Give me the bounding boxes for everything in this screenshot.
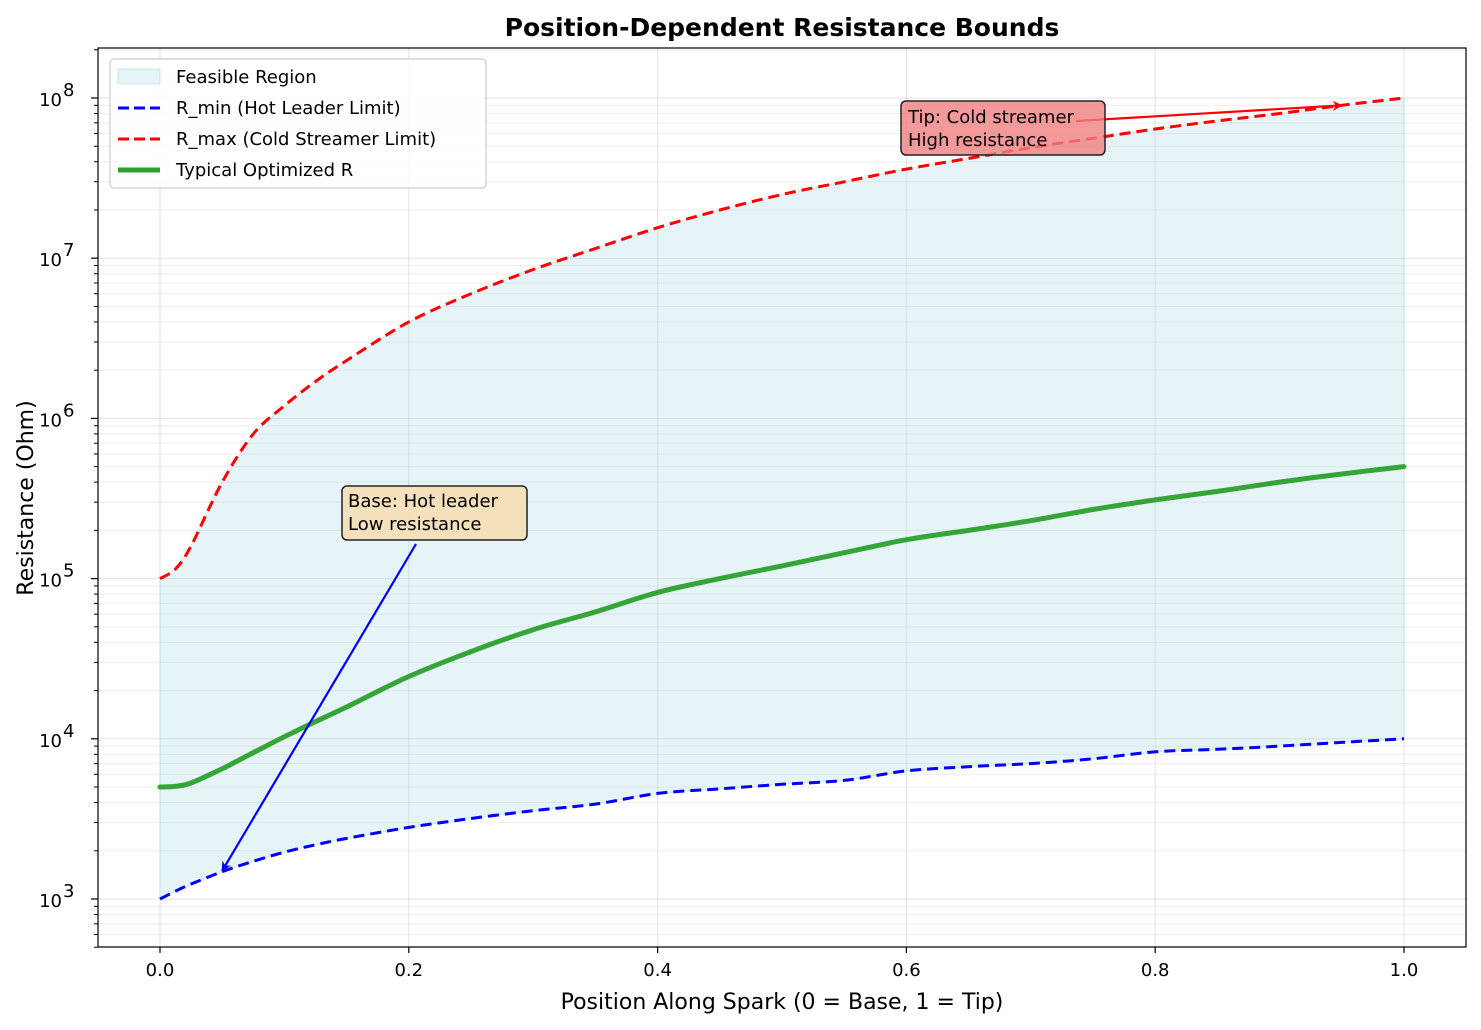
y-tick-exponent: 8 [63, 80, 74, 101]
y-tick-label: 10 [39, 571, 62, 592]
base-annotation-line-2: Low resistance [348, 514, 481, 535]
chart-title: Position-Dependent Resistance Bounds [505, 13, 1060, 42]
legend-swatch-feasible-region [117, 68, 161, 85]
legend-label-r-min: R_min (Hot Leader Limit) [176, 98, 401, 119]
y-tick-exponent: 4 [63, 721, 74, 742]
annotation-base: Base: Hot leader Low resistance [221, 485, 528, 872]
legend-label-r-max: R_max (Cold Streamer Limit) [176, 129, 436, 150]
y-tick-exponent: 6 [63, 400, 74, 421]
y-tick-label: 10 [39, 410, 62, 431]
y-tick-label: 10 [39, 250, 62, 271]
plot-frame [97, 47, 1467, 948]
tip-annotation-arrow [1075, 100, 1343, 123]
y-tick-exponent: 5 [63, 561, 74, 582]
x-tick-label: 0.0 [146, 960, 175, 981]
legend-label-feasible-region: Feasible Region [176, 67, 317, 88]
y-tick-exponent: 3 [63, 881, 74, 902]
legend-item-r-max: R_max (Cold Streamer Limit) [118, 129, 436, 150]
base-annotation-line-1: Base: Hot leader [348, 491, 499, 512]
series-layer [157, 96, 1407, 901]
tip-annotation-box [900, 100, 1106, 156]
y-axis-label: Resistance (Ohm) [14, 400, 39, 595]
typical-r-line [157, 464, 1407, 790]
legend-item-feasible-region: Feasible Region [117, 67, 317, 88]
base-annotation-box [341, 485, 528, 541]
y-tick-exponent: 7 [63, 240, 74, 261]
r-max-line [159, 96, 1405, 580]
legend-item-typical-r: Typical Optimized R [118, 160, 353, 181]
x-tick-label: 0.2 [394, 960, 423, 981]
annotation-tip: Tip: Cold streamer High resistance [900, 100, 1343, 156]
y-tick-label: 10 [39, 90, 62, 111]
y-tick-label: 10 [39, 731, 62, 752]
base-annotation-arrow [221, 543, 417, 872]
legend: Feasible Region R_min (Hot Leader Limit)… [109, 58, 487, 189]
x-tick-label: 0.4 [643, 960, 672, 981]
x-ticks: 0.0 0.2 0.4 0.6 0.8 1.0 [146, 947, 1419, 981]
legend-box [109, 58, 487, 189]
x-tick-label: 1.0 [1390, 960, 1419, 981]
r-min-line [159, 737, 1405, 901]
x-axis-label: Position Along Spark (0 = Base, 1 = Tip) [561, 990, 1004, 1015]
legend-item-r-min: R_min (Hot Leader Limit) [118, 98, 401, 119]
tip-annotation-line-2: High resistance [908, 130, 1047, 151]
x-tick-label: 0.8 [1141, 960, 1170, 981]
legend-label-typical-r: Typical Optimized R [175, 160, 353, 181]
y-tick-label: 10 [39, 891, 62, 912]
x-tick-label: 0.6 [892, 960, 921, 981]
tip-annotation-line-1: Tip: Cold streamer [907, 107, 1075, 128]
